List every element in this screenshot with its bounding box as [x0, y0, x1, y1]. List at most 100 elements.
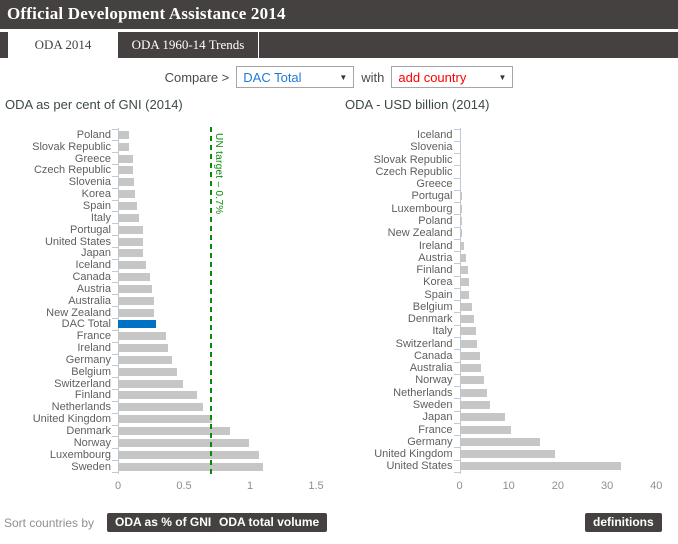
chart-row: Denmark [340, 312, 678, 325]
bar-united-states [459, 462, 621, 471]
chart-row: Finland [340, 263, 678, 277]
country-label: Slovak Republic [32, 140, 111, 153]
bar-united-kingdom [459, 450, 555, 459]
secondary-select-value: add country [398, 69, 467, 85]
x-tick-label: 1.5 [308, 480, 324, 492]
country-label: Slovenia [68, 176, 111, 189]
x-tick-label: 40 [650, 480, 663, 492]
chart-row: Belgium [340, 300, 678, 313]
footer: Sort countries by ODA as % of GNI ODA to… [0, 512, 678, 536]
chart-row: Austria [0, 282, 340, 295]
bar-sweden [459, 400, 491, 409]
country-label: Sweden [412, 398, 453, 411]
chart-row: Slovenia [340, 140, 678, 154]
x-axis: 0 0.5 1 1.5 [0, 480, 340, 494]
country-label: Czech Republic [33, 164, 111, 177]
bar-austria [118, 284, 153, 293]
country-label: Ireland [77, 342, 111, 355]
tab-oda-2014[interactable]: ODA 2014 [8, 32, 118, 58]
bar-slovenia [118, 178, 134, 187]
un-target-line [210, 127, 212, 475]
country-label: France [76, 330, 111, 343]
country-label: Greece [416, 178, 453, 191]
bar-belgium [118, 367, 178, 376]
country-label: Greece [74, 152, 111, 165]
country-label: Austria [418, 251, 453, 264]
chart-row: Greece [340, 177, 678, 191]
chart-row: Iceland [340, 128, 678, 141]
chart-row: Ireland [0, 341, 340, 355]
bar-slovak-republic [118, 142, 129, 151]
country-label: Sweden [71, 460, 111, 473]
chart-rows: Iceland Slovenia Slovak Republic Czech Repu… [340, 128, 678, 474]
country-label: Korea [81, 188, 111, 201]
country-label: Slovenia [410, 141, 453, 154]
bar-france [459, 425, 511, 434]
chart-row: Germany [340, 435, 678, 448]
primary-country-select[interactable]: DAC Total ▼ [236, 66, 355, 88]
chart-row: Norway [0, 436, 340, 449]
country-label: United Kingdom [32, 413, 111, 426]
country-label: Luxembourg [391, 202, 453, 215]
sort-by-volume-button[interactable]: ODA total volume [211, 513, 328, 532]
country-label: New Zealand [387, 227, 453, 240]
bar-luxembourg [118, 450, 260, 459]
x-tick-label: 0 [456, 480, 463, 492]
chart-row: Poland [0, 128, 340, 141]
country-label: DAC Total [61, 318, 111, 331]
chart-row: United States [340, 459, 678, 474]
chart-title: ODA as per cent of GNI (2014) [5, 97, 183, 112]
bar-poland [118, 130, 129, 139]
chart-row: Korea [340, 275, 678, 288]
bar-canada [459, 351, 481, 360]
chart-row: Italy [340, 324, 678, 337]
chart-row: Sweden [0, 460, 340, 473]
country-label: Czech Republic [375, 165, 453, 178]
chart-row: Canada [340, 349, 678, 362]
sort-by-gni-button[interactable]: ODA as % of GNI [107, 513, 220, 532]
chart-row: Japan [340, 410, 678, 423]
chart-row: Slovak Republic [0, 140, 340, 153]
chart-row: Denmark [0, 424, 340, 438]
page-title: Official Development Assistance 2014 [7, 4, 286, 23]
country-label: Denmark [66, 425, 111, 438]
chart-row: Norway [340, 373, 678, 386]
bar-dac-total [118, 320, 157, 329]
bar-japan [459, 413, 506, 422]
bar-ireland [118, 344, 169, 353]
chart-row: Ireland [340, 238, 678, 252]
bar-united-kingdom [118, 415, 212, 424]
country-label: United States [386, 460, 453, 473]
country-label: Finland [416, 264, 453, 277]
bar-germany [118, 355, 173, 364]
tab-oda-trends[interactable]: ODA 1960-14 Trends [118, 32, 259, 58]
country-label: Japan [81, 247, 111, 260]
bar-portugal [118, 225, 144, 234]
chart-row: Spain [340, 287, 678, 301]
bar-iceland [118, 261, 146, 270]
bar-germany [459, 437, 540, 446]
country-label: Switzerland [54, 377, 111, 390]
country-label: United Kingdom [374, 448, 453, 461]
bar-finland [459, 266, 468, 275]
bar-switzerland [118, 379, 183, 388]
bar-netherlands [118, 403, 203, 412]
chart-row: Greece [0, 152, 340, 165]
chevron-down-icon: ▼ [498, 72, 507, 82]
chart-row: Czech Republic [0, 164, 340, 177]
header: Official Development Assistance 2014 [0, 0, 678, 29]
chart-row: Germany [0, 353, 340, 366]
secondary-country-select[interactable]: add country ▼ [391, 66, 514, 88]
country-label: Belgium [71, 365, 111, 378]
country-label: Spain [82, 199, 111, 212]
definitions-button[interactable]: definitions [585, 513, 662, 532]
x-tick-label: 0.5 [176, 480, 192, 492]
country-label: Switzerland [395, 337, 453, 350]
country-label: Portugal [411, 190, 453, 203]
bar-greece [459, 180, 461, 189]
country-label: Italy [90, 211, 111, 224]
chart-row: Poland [340, 214, 678, 227]
country-label: Norway [73, 436, 111, 449]
country-label: Germany [65, 353, 111, 366]
